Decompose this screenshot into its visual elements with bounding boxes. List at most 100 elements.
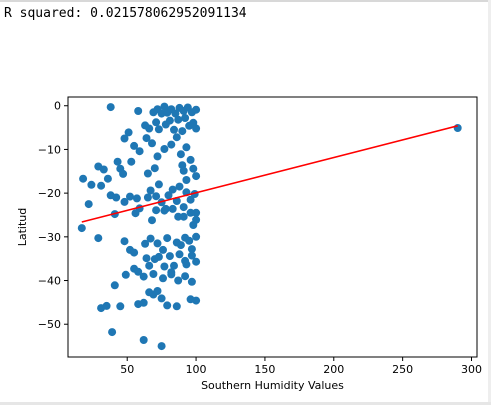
scatter-point [141,239,150,248]
scatter-point [165,116,174,125]
scatter-point [170,125,178,134]
x-tick-label: 150 [254,363,275,376]
y-axis-label: Latitud [16,208,29,247]
scatter-point [192,232,201,241]
scatter-point [164,191,173,200]
scatter-point [130,248,139,257]
scatter-point [120,237,129,246]
x-tick-label: 100 [186,363,207,376]
right-scroll-edge[interactable] [488,0,491,405]
scatter-point [174,276,183,285]
scatter-point [157,294,166,303]
scatter-point [148,139,156,148]
scatter-point [167,270,176,279]
x-tick-label: 50 [120,363,134,376]
scatter-point [168,185,177,194]
scatter-point [120,197,129,206]
scatter-point [181,256,190,265]
scatter-point [119,169,128,178]
cell-top-border [0,0,491,2]
x-tick-label: 200 [323,363,344,376]
x-tick-label: 250 [392,363,413,376]
x-axis-label: Southern Humidity Values [201,379,344,392]
regression-layer [81,125,458,223]
scatter-point [87,180,96,189]
scatter-point [143,193,152,202]
scatter-point [175,182,184,191]
scatter-point [139,272,148,281]
scatter-point [189,164,198,173]
scatter-point [94,234,103,243]
scatter-point [182,143,191,152]
scatter-point [110,281,119,290]
cell-bottom-border [0,402,491,405]
scatter-point [153,239,162,248]
scatter-point [142,254,151,263]
scatter-point [179,212,188,221]
scatter-point [174,212,183,221]
scatter-point [130,141,139,150]
scatter-point [176,241,185,250]
scatter-point [181,114,190,122]
scatter-point [108,328,117,337]
scatter-point [453,124,462,132]
y-tick-label: 0 [54,100,61,113]
scatter-point [187,251,196,260]
scatter-point [178,127,187,136]
scatter-point [192,172,201,181]
scatter-point [152,192,161,201]
scatter-point [116,302,125,311]
scatter-point [150,164,159,173]
scatter-point [175,250,184,259]
scatter-point [186,295,195,304]
scatter-point [159,274,167,283]
scatter-point [187,277,196,286]
scatter-point [167,140,176,149]
regression-line [81,125,458,223]
scatter-point [176,150,185,159]
scatter-point [154,180,163,189]
scatter-point [181,272,190,281]
scatter-point [149,270,158,278]
scatter-point [97,181,106,190]
scatter-point [192,105,201,114]
y-tick-label: −10 [38,143,61,156]
scatter-point [160,145,169,153]
scatter-point [106,103,115,112]
scatter-point [139,298,148,307]
scatter-point [120,134,129,143]
scatter-point [135,147,144,156]
scatter-point [172,302,181,311]
scatter-point [192,215,201,224]
x-tick-label: 300 [461,363,482,376]
scatter-point [186,195,195,204]
scatter-point [145,124,154,133]
scatter-point [185,236,194,245]
scatter-point [174,115,183,124]
scatter-point [113,157,122,166]
plot-frame [67,96,478,358]
scatter-point [152,118,161,127]
scatter-point [153,152,162,161]
scatter-point [131,209,140,218]
scatter-point [168,204,177,213]
scatter-point [182,176,191,184]
scatter-point [132,194,141,203]
scatter-point [146,234,155,243]
scatter-point [142,134,151,143]
scatter-point [84,200,93,209]
scatter-point [160,102,169,111]
y-tick-label: −40 [38,275,61,288]
scatter-point [134,267,143,276]
scatter-point [102,301,111,310]
scatter-point [160,262,169,271]
scatter-point [186,208,195,217]
scatter-point [170,261,178,270]
scatter-point [179,166,188,175]
scatter-point [159,245,167,254]
scatter-point [126,192,134,201]
scatter-point [161,204,170,213]
scatter-point [179,203,188,212]
scatter-point [145,261,154,270]
